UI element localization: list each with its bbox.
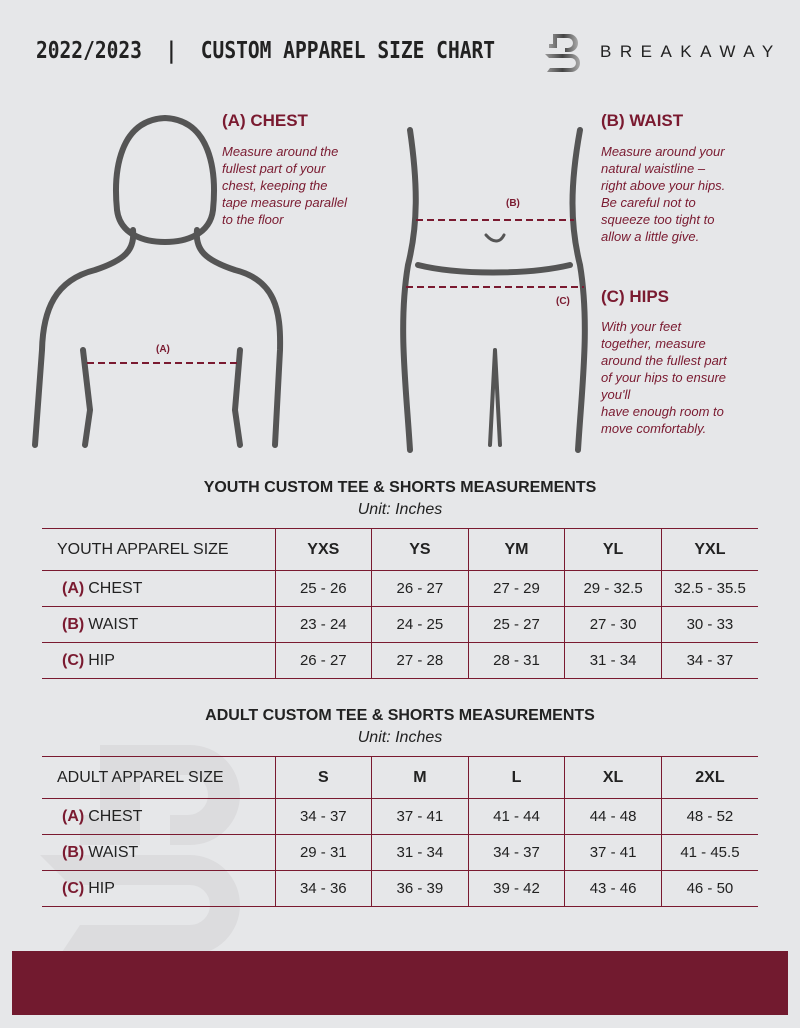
measure-value: 41 - 45.5 (660, 834, 758, 871)
size-xl: XL (564, 756, 662, 799)
measure-label: (A) CHEST (42, 798, 275, 835)
table-row: (B) WAIST 23 - 24 24 - 25 25 - 27 27 - 30 30 -… (42, 606, 758, 643)
chest-description: Measure around the fullest part of your ch… (222, 144, 348, 227)
measure-value: 34 - 37 (467, 834, 565, 871)
measure-value: 36 - 39 (371, 870, 469, 907)
measure-value: 31 - 34 (371, 834, 469, 871)
measure-value: 34 - 36 (274, 870, 372, 907)
hips-heading: (C) HIPS (601, 287, 669, 306)
size-yxl: YXL (660, 528, 758, 571)
footer-bar (12, 951, 788, 1015)
hips-description: With your feet together, measure around th… (601, 319, 727, 436)
measure-value: 26 - 27 (274, 642, 372, 679)
brand-name: BREAKAWAY (600, 42, 782, 61)
upper-body-figure (32, 114, 284, 448)
measure-value: 46 - 50 (660, 870, 758, 907)
measure-value: 26 - 27 (371, 570, 469, 607)
adult-table-title: ADULT CUSTOM TEE & SHORTS MEASUREMENTS (205, 707, 595, 724)
chest-marker: (A) (156, 344, 170, 355)
measure-value: 30 - 33 (660, 606, 758, 643)
adult-size-table: ADULT APPAREL SIZE S M L XL 2XL (A) CHEST 34 - 3… (42, 756, 758, 907)
table-row: (C) HIP 34 - 36 36 - 39 39 - 42 43 - 46 46 - 5… (42, 870, 758, 907)
table-row: (B) WAIST 29 - 31 31 - 34 34 - 37 37 - 41 41 -… (42, 834, 758, 871)
size-yl: YL (564, 528, 662, 571)
measure-value: 43 - 46 (564, 870, 662, 907)
youth-size-table: YOUTH APPAREL SIZE YXS YS YM YL YXL (A) CHEST 25… (42, 528, 758, 679)
measure-label: (A) CHEST (42, 570, 275, 607)
header-row: ADULT APPAREL SIZE S M L XL 2XL (42, 756, 758, 799)
size-ym: YM (467, 528, 565, 571)
youth-table-title: YOUTH CUSTOM TEE & SHORTS MEASUREMENTS (203, 479, 597, 496)
measure-value: 34 - 37 (660, 642, 758, 679)
measure-value: 48 - 52 (660, 798, 758, 835)
measure-value: 37 - 41 (564, 834, 662, 871)
measure-value: 27 - 30 (564, 606, 662, 643)
measure-value: 24 - 25 (371, 606, 469, 643)
size-s: S (274, 756, 372, 799)
size-ys: YS (371, 528, 469, 571)
measure-label: (B) WAIST (42, 834, 275, 871)
adult-unit: Unit: Inches (357, 729, 443, 746)
waist-marker: (B) (506, 198, 520, 209)
measure-value: 31 - 34 (564, 642, 662, 679)
measure-label: (C) HIP (42, 642, 275, 679)
measure-label: (B) WAIST (42, 606, 275, 643)
hips-marker: (C) (556, 296, 570, 307)
measure-value: 41 - 44 (467, 798, 565, 835)
table-row: (A) CHEST 25 - 26 26 - 27 27 - 29 29 - 32.5 32… (42, 570, 758, 607)
measure-value: 44 - 48 (564, 798, 662, 835)
size-2xl: 2XL (660, 756, 758, 799)
header-row: YOUTH APPAREL SIZE YXS YS YM YL YXL (42, 528, 758, 571)
waist-description: Measure around your natural waistline – ri… (601, 144, 726, 244)
measure-label: (C) HIP (42, 870, 275, 907)
size-l: L (467, 756, 565, 799)
table-row: (C) HIP 26 - 27 27 - 28 28 - 31 31 - 34 34 - 3… (42, 642, 758, 679)
measure-value: 29 - 32.5 (564, 570, 662, 607)
measure-value: 25 - 26 (274, 570, 372, 607)
page-title: 2022/2023 | CUSTOM APPAREL SIZE CHART (36, 38, 496, 64)
youth-unit: Unit: Inches (357, 501, 443, 518)
measure-value: 27 - 28 (371, 642, 469, 679)
measure-value: 29 - 31 (274, 834, 372, 871)
measure-value: 25 - 27 (467, 606, 565, 643)
breakaway-logo (545, 34, 580, 72)
lower-body-figure (400, 127, 588, 453)
size-m: M (371, 756, 469, 799)
table-row: (A) CHEST 34 - 37 37 - 41 41 - 44 44 - 48 48 -… (42, 798, 758, 835)
waist-heading: (B) WAIST (601, 111, 684, 130)
size-header: YOUTH APPAREL SIZE (42, 528, 275, 571)
chest-heading: (A) CHEST (222, 111, 308, 130)
measure-value: 27 - 29 (467, 570, 565, 607)
measure-value: 39 - 42 (467, 870, 565, 907)
size-header: ADULT APPAREL SIZE (42, 756, 275, 799)
measure-value: 28 - 31 (467, 642, 565, 679)
measure-value: 23 - 24 (274, 606, 372, 643)
measure-value: 34 - 37 (274, 798, 372, 835)
size-yxs: YXS (274, 528, 372, 571)
measure-value: 32.5 - 35.5 (660, 570, 758, 607)
measure-value: 37 - 41 (371, 798, 469, 835)
